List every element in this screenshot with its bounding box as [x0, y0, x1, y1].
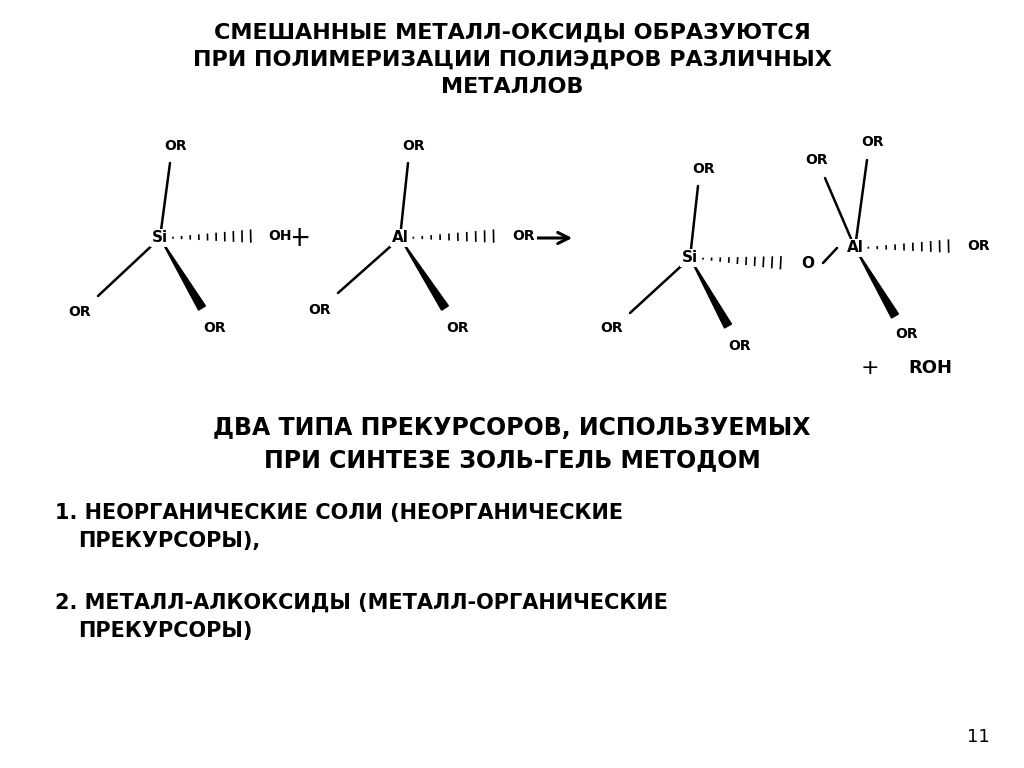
Text: ПРЕКУРСОРЫ): ПРЕКУРСОРЫ) [78, 621, 252, 641]
Text: OR: OR [165, 139, 187, 153]
Text: СМЕШАННЫЕ МЕТАЛЛ-ОКСИДЫ ОБРАЗУЮТСЯ: СМЕШАННЫЕ МЕТАЛЛ-ОКСИДЫ ОБРАЗУЮТСЯ [214, 23, 810, 43]
Text: OR: OR [968, 239, 990, 253]
Text: OR: OR [308, 303, 332, 317]
Text: Si: Si [152, 230, 168, 246]
Text: OR: OR [446, 321, 469, 335]
Text: ДВА ТИПА ПРЕКУРСОРОВ, ИСПОЛЬЗУЕМЫХ: ДВА ТИПА ПРЕКУРСОРОВ, ИСПОЛЬЗУЕМЫХ [213, 416, 811, 440]
Text: ROH: ROH [908, 359, 952, 377]
Text: OR: OR [204, 321, 226, 335]
Polygon shape [690, 258, 731, 328]
Text: OR: OR [729, 339, 752, 353]
Text: OR: OR [69, 305, 91, 319]
Text: OR: OR [513, 229, 536, 243]
Text: 11: 11 [968, 728, 990, 746]
Polygon shape [400, 238, 449, 310]
Text: +: + [289, 224, 311, 252]
Text: ПРИ СИНТЕЗЕ ЗОЛЬ-ГЕЛЬ МЕТОДОМ: ПРИ СИНТЕЗЕ ЗОЛЬ-ГЕЛЬ МЕТОДОМ [263, 448, 761, 472]
Text: OR: OR [861, 135, 885, 149]
Polygon shape [160, 238, 206, 310]
Text: OR: OR [402, 139, 425, 153]
Text: Si: Si [682, 250, 698, 266]
Text: OH: OH [268, 229, 292, 243]
Text: ПРИ ПОЛИМЕРИЗАЦИИ ПОЛИЭДРОВ РАЗЛИЧНЫХ: ПРИ ПОЛИМЕРИЗАЦИИ ПОЛИЭДРОВ РАЗЛИЧНЫХ [193, 50, 831, 70]
Text: O: O [802, 256, 814, 270]
Text: OR: OR [806, 153, 828, 167]
Text: 2. МЕТАЛЛ-АЛКОКСИДЫ (МЕТАЛЛ-ОРГАНИЧЕСКИЕ: 2. МЕТАЛЛ-АЛКОКСИДЫ (МЕТАЛЛ-ОРГАНИЧЕСКИЕ [55, 593, 668, 613]
Text: +: + [861, 358, 880, 378]
Text: Al: Al [391, 230, 409, 246]
Polygon shape [855, 248, 898, 318]
Text: МЕТАЛЛОВ: МЕТАЛЛОВ [440, 77, 584, 97]
Text: OR: OR [896, 327, 919, 341]
Text: OR: OR [692, 162, 716, 176]
Text: 1. НЕОРГАНИЧЕСКИЕ СОЛИ (НЕОРГАНИЧЕСКИЕ: 1. НЕОРГАНИЧЕСКИЕ СОЛИ (НЕОРГАНИЧЕСКИЕ [55, 503, 624, 523]
Text: Al: Al [847, 240, 863, 256]
Text: OR: OR [601, 321, 624, 335]
Text: ПРЕКУРСОРЫ),: ПРЕКУРСОРЫ), [78, 531, 260, 551]
